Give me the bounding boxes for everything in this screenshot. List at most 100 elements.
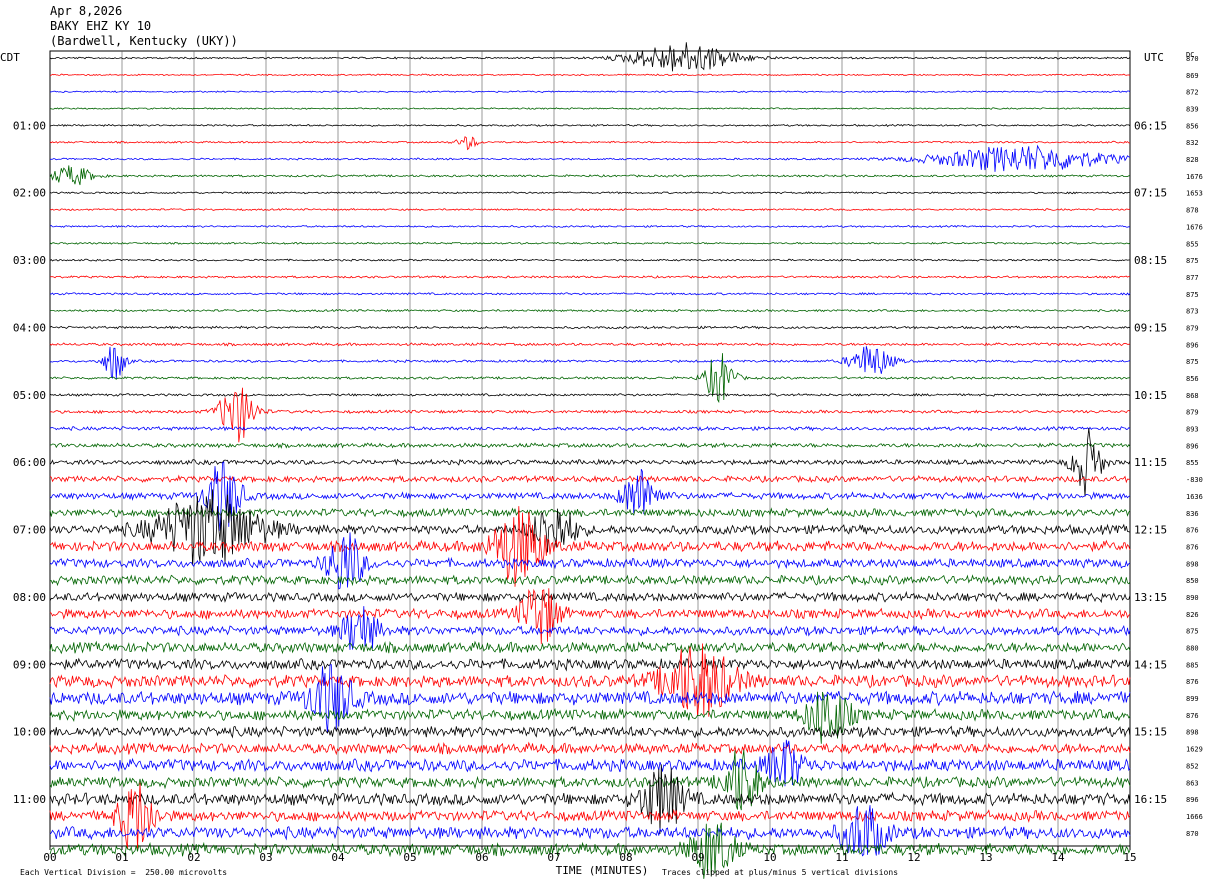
x-tick-label: 07: [547, 851, 560, 864]
plot-header: Apr 8,2026 BAKY EHZ KY 10 (Bardwell, Ken…: [50, 4, 238, 49]
x-tick-label: 04: [331, 851, 345, 864]
hour-label-cdt: 01:00: [13, 119, 46, 132]
dc-offset-label: 899: [1186, 695, 1199, 703]
trace-line-blue: [49, 346, 1131, 380]
trace-line-green: [49, 574, 1131, 587]
trace-line-green: [49, 442, 1131, 449]
dc-offset-label: 873: [1186, 308, 1199, 316]
trace-line-red: [49, 136, 1131, 151]
x-tick-label: 14: [1051, 851, 1065, 864]
hour-label-utc: 10:15: [1134, 389, 1167, 402]
trace-line-black: [49, 657, 1131, 672]
dc-offset-label: 855: [1186, 459, 1199, 467]
date-label: Apr 8,2026: [50, 4, 123, 18]
hour-label-cdt: 05:00: [13, 389, 46, 402]
dc-offset-label: 1636: [1186, 493, 1203, 501]
hour-label-cdt: 03:00: [13, 254, 46, 267]
x-tick-label: 05: [403, 851, 416, 864]
dc-offset-label: 879: [1186, 324, 1199, 332]
trace-line-black: [49, 764, 1131, 835]
dc-offset-label: 876: [1186, 543, 1199, 551]
dc-offset-label: -830: [1186, 476, 1203, 484]
trace-line-green: [49, 353, 1131, 404]
x-tick-label: 12: [907, 851, 920, 864]
x-tick-label: 08: [619, 851, 632, 864]
hour-label-cdt: 11:00: [13, 793, 46, 806]
dc-offset-label: 875: [1186, 257, 1199, 265]
hour-label-cdt: 08:00: [13, 591, 46, 604]
dc-offset-label: 832: [1186, 139, 1199, 147]
hour-label-utc: 07:15: [1134, 187, 1167, 200]
hour-label-cdt: 09:00: [13, 658, 46, 671]
trace-line-green: [49, 308, 1131, 313]
dc-offset-label: 876: [1186, 678, 1199, 686]
dc-offset-label: 872: [1186, 89, 1199, 97]
plot-frame: [49, 50, 1131, 847]
trace-line-red: [49, 73, 1131, 77]
trace-line-blue: [49, 425, 1131, 432]
trace-line-black: [49, 42, 1131, 72]
dc-offset-label: 828: [1186, 156, 1199, 164]
dc-offset-label: 869: [1186, 72, 1199, 80]
trace-line-black: [49, 428, 1131, 497]
hour-label-cdt: 02:00: [13, 187, 46, 200]
hour-label-cdt: 06:00: [13, 456, 46, 469]
hour-label-utc: 13:15: [1134, 591, 1167, 604]
vertical-division-note: Each Vertical Division = 250.00 microvol…: [20, 868, 228, 877]
timezone-label-utc: UTC: [1144, 51, 1164, 64]
trace-line-red: [49, 782, 1131, 851]
dc-offset-label: 876: [1186, 712, 1199, 720]
timezone-label-cdt: CDT: [0, 51, 20, 64]
dc-offset-label: 1653: [1186, 190, 1203, 198]
dc-offset-label: 826: [1186, 611, 1199, 619]
dc-offset-label: 870: [1186, 830, 1199, 838]
trace-line-green: [49, 749, 1131, 811]
dc-offset-label: 885: [1186, 661, 1199, 669]
dc-offset-label: 856: [1186, 122, 1199, 130]
trace-line-green: [49, 822, 1131, 879]
dc-offset-label: 880: [1186, 645, 1199, 653]
dc-offset-label: 850: [1186, 577, 1199, 585]
dc-offset-label: 898: [1186, 560, 1199, 568]
dc-offset-label: 875: [1186, 358, 1199, 366]
trace-line-black: [49, 489, 1131, 566]
dc-offset-label: 876: [1186, 527, 1199, 535]
trace-line-red: [49, 506, 1131, 587]
station-label: BAKY EHZ KY 10: [50, 19, 152, 33]
x-tick-label: 00: [43, 851, 56, 864]
trace-line-blue: [49, 739, 1131, 787]
clip-note: Traces clipped at plus/minus 5 vertical …: [662, 868, 899, 877]
trace-line-green: [49, 507, 1131, 519]
dc-offset-label: 1676: [1186, 223, 1203, 231]
trace-line-red: [49, 643, 1131, 717]
hour-label-utc: 15:15: [1134, 726, 1167, 739]
trace-line-blue: [49, 461, 1131, 531]
dc-offset-label: 856: [1186, 375, 1199, 383]
trace-line-green: [49, 107, 1131, 110]
hour-label-utc: 12:15: [1134, 524, 1167, 537]
x-tick-label: 01: [115, 851, 128, 864]
dc-offset-label: 890: [1186, 594, 1199, 602]
hour-label-utc: 09:15: [1134, 321, 1167, 334]
trace-line-green: [49, 640, 1131, 655]
dc-offset-label: 896: [1186, 796, 1199, 804]
x-tick-label: 13: [979, 851, 992, 864]
dc-offset-label: 852: [1186, 762, 1199, 770]
hour-label-utc: 06:15: [1134, 119, 1167, 132]
dc-offset-label: 877: [1186, 274, 1199, 282]
trace-line-green: [49, 241, 1131, 245]
dc-offset-label: 1629: [1186, 746, 1203, 754]
dc-offset-label: 839: [1186, 106, 1199, 114]
trace-line-black: [49, 191, 1131, 195]
trace-line-blue: [49, 664, 1131, 734]
hour-label-cdt: 10:00: [13, 726, 46, 739]
trace-line-black: [49, 123, 1131, 127]
x-tick-label: 10: [763, 851, 776, 864]
hour-label-utc: 08:15: [1134, 254, 1167, 267]
trace-line-green: [49, 691, 1131, 744]
hour-label-utc: 14:15: [1134, 658, 1167, 671]
trace-line-blue: [49, 291, 1131, 296]
trace-line-red: [49, 208, 1131, 212]
trace-line-red: [49, 387, 1131, 443]
